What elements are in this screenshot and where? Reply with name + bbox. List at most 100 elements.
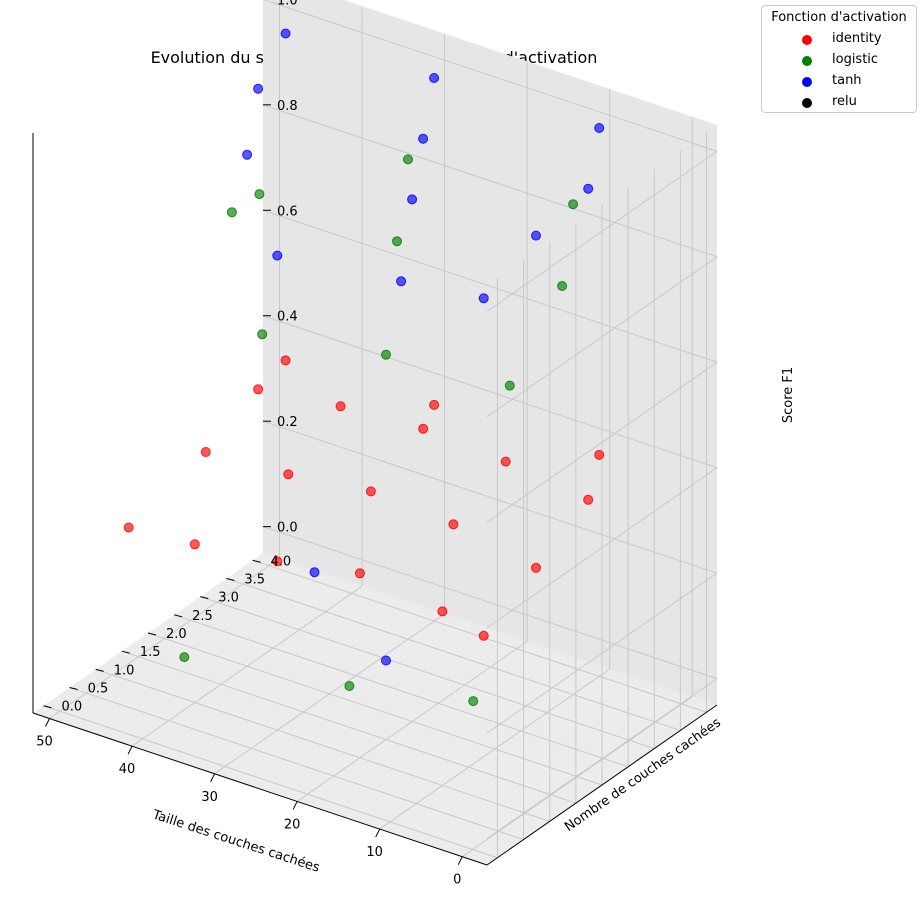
data-point-tanh bbox=[272, 250, 283, 261]
data-point-identity bbox=[500, 456, 511, 467]
y-tick-mark bbox=[200, 596, 209, 600]
legend-item-identity: identity bbox=[762, 30, 916, 50]
grid-line-y bbox=[95, 668, 550, 822]
grid-line-z bbox=[262, 420, 718, 574]
data-point-identity bbox=[437, 606, 448, 617]
grid-line-z bbox=[263, 0, 718, 152]
data-point-tanh bbox=[242, 149, 253, 160]
data-point-logistic bbox=[568, 199, 579, 210]
x-tick-label: 0 bbox=[453, 873, 461, 888]
legend-item-relu: relu bbox=[762, 93, 916, 113]
y-tick-mark bbox=[43, 705, 52, 709]
pane-y bbox=[263, 0, 717, 705]
y-tick-label: 2.5 bbox=[192, 609, 213, 624]
z-tick-label: 0.8 bbox=[277, 99, 298, 114]
data-point-identity bbox=[478, 630, 489, 641]
data-point-logistic bbox=[557, 281, 568, 291]
data-point-tanh bbox=[309, 567, 320, 578]
data-point-identity bbox=[418, 423, 429, 434]
data-point-tanh bbox=[280, 28, 291, 39]
grid-line-y bbox=[173, 614, 629, 768]
y-tick-mark bbox=[147, 632, 157, 636]
legend-marker-tanh bbox=[802, 77, 812, 87]
data-point-tanh bbox=[381, 655, 391, 666]
data-point-tanh bbox=[429, 73, 440, 83]
grid-line-y bbox=[200, 596, 655, 750]
data-point-identity bbox=[583, 494, 594, 505]
data-point-identity bbox=[354, 568, 365, 579]
legend-label-logistic: logistic bbox=[832, 52, 879, 67]
y-tick-label: 1.0 bbox=[114, 663, 135, 678]
data-points bbox=[123, 28, 605, 707]
data-point-tanh bbox=[253, 83, 264, 94]
legend-label-tanh: tanh bbox=[832, 73, 862, 88]
y-tick-mark bbox=[226, 577, 235, 581]
data-point-identity bbox=[253, 384, 264, 395]
legend-label-identity: identity bbox=[832, 31, 882, 46]
grid-line-z bbox=[486, 150, 718, 312]
data-point-logistic bbox=[344, 681, 355, 691]
grid-lines bbox=[43, 0, 718, 859]
z-tick-label: 0.4 bbox=[277, 310, 298, 325]
z-tick-label: 0.0 bbox=[277, 521, 298, 536]
legend-marker-logistic bbox=[802, 56, 812, 66]
z-tick-label: 1.0 bbox=[277, 0, 298, 8]
z-tick-label: 0.6 bbox=[277, 204, 298, 219]
data-point-identity bbox=[335, 401, 346, 412]
data-point-tanh bbox=[478, 293, 489, 304]
x-tick-label: 40 bbox=[119, 762, 136, 777]
x-axis-line bbox=[32, 712, 488, 866]
data-point-identity bbox=[429, 399, 440, 410]
data-point-identity bbox=[200, 447, 211, 457]
x-tick-mark bbox=[457, 856, 463, 865]
y-axis-line bbox=[486, 704, 718, 866]
data-point-identity bbox=[283, 469, 294, 480]
legend-marker-relu bbox=[802, 98, 812, 108]
y-tick-label: 0.5 bbox=[88, 682, 109, 697]
grid-line-z bbox=[262, 209, 718, 363]
x-tick-label: 20 bbox=[284, 817, 301, 832]
grid-line-z bbox=[486, 467, 718, 629]
y-tick-mark bbox=[95, 668, 104, 672]
data-point-identity bbox=[365, 486, 376, 497]
data-point-identity bbox=[531, 562, 541, 573]
z-axis-label: Score F1 bbox=[781, 367, 796, 423]
data-point-logistic bbox=[392, 236, 402, 247]
grid-line-y bbox=[147, 632, 603, 786]
grid-line-y bbox=[69, 687, 524, 841]
data-point-tanh bbox=[407, 194, 418, 205]
x-tick-label: 30 bbox=[201, 790, 218, 805]
y-tick-label: 2.0 bbox=[166, 627, 187, 642]
grid-line-z bbox=[486, 678, 718, 840]
data-point-identity bbox=[123, 522, 134, 533]
data-point-identity bbox=[594, 449, 605, 460]
x-tick-mark bbox=[127, 745, 133, 755]
grid-line-z bbox=[262, 526, 718, 680]
z-tick-label: 0.2 bbox=[277, 415, 298, 430]
data-point-tanh bbox=[531, 230, 541, 241]
data-point-tanh bbox=[418, 133, 429, 144]
data-point-tanh bbox=[396, 276, 407, 287]
grid-line-y bbox=[121, 650, 577, 804]
y-tick-mark bbox=[252, 559, 261, 563]
data-point-logistic bbox=[254, 189, 265, 200]
x-tick-label: 50 bbox=[36, 735, 53, 750]
legend-label-relu: relu bbox=[832, 94, 857, 109]
grid-line-z bbox=[262, 104, 718, 258]
data-point-identity bbox=[280, 355, 291, 366]
data-point-identity bbox=[189, 539, 200, 550]
axis-lines bbox=[32, 104, 718, 866]
grid-line-z bbox=[486, 256, 718, 418]
x-tick-label: 10 bbox=[366, 845, 383, 860]
y-tick-label: 1.5 bbox=[140, 645, 161, 660]
data-point-logistic bbox=[468, 696, 479, 707]
y-tick-label: 3.0 bbox=[218, 591, 239, 606]
legend-item-tanh: tanh bbox=[762, 72, 916, 92]
data-point-logistic bbox=[504, 380, 515, 391]
data-point-logistic bbox=[381, 349, 391, 360]
data-point-tanh bbox=[594, 123, 605, 133]
grid-line-z bbox=[262, 315, 718, 469]
y-tick-label: 3.5 bbox=[244, 572, 265, 587]
y-tick-mark bbox=[174, 614, 183, 618]
